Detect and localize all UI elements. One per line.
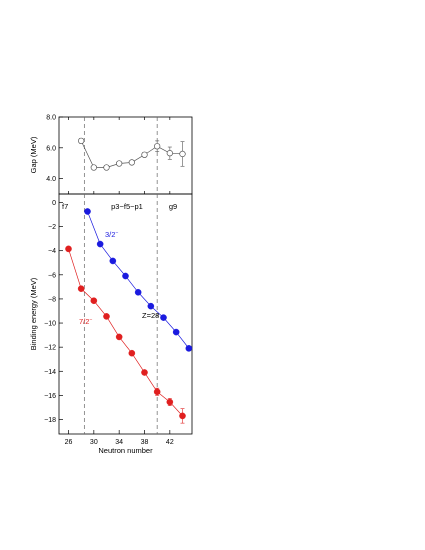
blue-series-line [87,211,190,349]
red-series-point [77,285,85,292]
gap-y-tick-label: 6.0 [46,145,56,152]
blue-series-point [172,328,180,336]
gap-point [154,143,161,150]
gap-point [179,150,186,158]
binding-x-tick-label: 42 [166,439,174,446]
blue-series-point [160,314,167,321]
binding-y-tick-label: −12 [44,345,56,352]
red-series-label-main: 7/2 [79,317,89,326]
red-series-label: 7/2− [79,317,92,326]
gap-plot-frame [58,116,193,195]
blue-series-label: 3/2− [105,230,118,239]
binding-x-tick-label: 38 [141,439,149,446]
binding-y-tick-label: −10 [44,321,56,328]
binding-x-tick-label: 26 [65,439,73,446]
binding-plot-frame [58,193,193,435]
gap-point [141,151,148,158]
gap-point [128,159,135,166]
red-series-point [128,349,136,357]
red-series-point [90,297,98,305]
blue-series-label-main: 3/2 [105,230,115,239]
gap-axis-title: Gap (MeV) [29,136,38,173]
red-series-point [141,369,148,376]
blue-series-point [185,345,193,352]
binding-series [65,208,193,424]
blue-series-point [122,272,129,280]
binding-y-tick-label: −8 [48,296,56,303]
z-label: Z=28 [142,311,159,320]
gap-point [78,137,85,145]
gap-y-tick-label: 4.0 [46,176,56,183]
binding-y-tick-label: −18 [44,417,56,424]
binding-y-tick-label: 0 [52,200,56,207]
gap-point [166,150,173,157]
axis-ticks: 4.0 6.0 8.0 0 −2 −4 −6 −8 −10 −12 −14 −16 −18 26 30 34 3… [44,115,174,447]
gap-point [90,164,97,171]
gap-y-tick-label: 8.0 [46,115,56,122]
binding-axis-title: Binding energy (MeV) [29,277,38,350]
red-series-point [179,412,186,420]
binding-y-tick-label: −14 [44,369,56,376]
blue-series-label-sup: − [115,230,118,236]
red-series-label-sup: − [89,317,92,323]
red-series-point [103,313,110,320]
binding-y-tick-label: −16 [44,393,56,400]
red-series-point [115,333,123,341]
region-label-f7: f7 [62,202,68,211]
red-series-point [166,398,174,406]
gap-point [116,160,123,167]
red-series-point [153,388,161,396]
region-label-g9: g9 [169,202,177,211]
blue-series-point [96,240,104,248]
binding-x-tick-label: 34 [115,439,123,446]
gap-point [103,164,110,171]
gap-plot-guides [83,117,158,194]
gap-series [78,137,186,171]
binding-x-tick-label: 30 [90,439,98,446]
blue-series-point [84,208,91,215]
binding-y-tick-label: −6 [48,272,56,279]
red-series-point [65,245,72,253]
red-series-line [68,248,183,417]
region-label-p3-f5-p1: p3−f5−p1 [111,202,143,211]
binding-y-tick-label: −4 [48,248,56,255]
blue-series-point [109,257,117,265]
blue-series-point [147,302,155,310]
binding-y-tick-label: −2 [48,224,56,231]
neutron-axis-title: Neutron number [98,446,153,455]
blue-series-point [134,288,142,296]
